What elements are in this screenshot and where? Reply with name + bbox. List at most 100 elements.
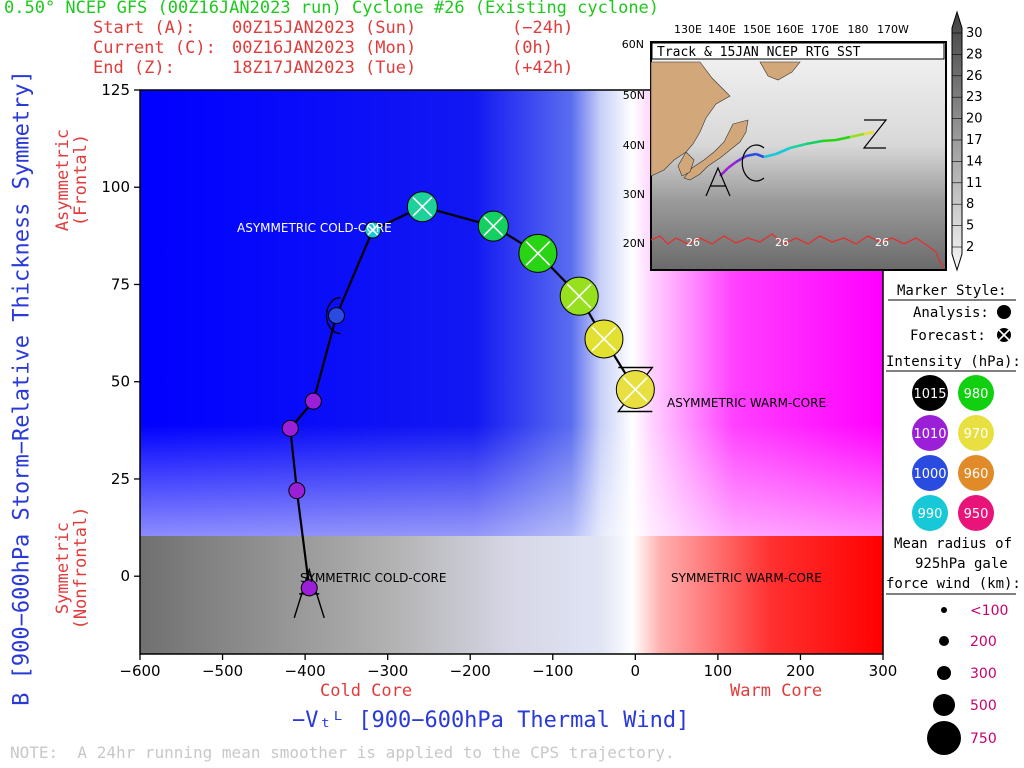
x-tick-label: 0 bbox=[631, 662, 641, 680]
intensity-swatch bbox=[912, 375, 948, 411]
x-tick-label: −200 bbox=[450, 662, 491, 680]
inset-track-segment bbox=[805, 139, 823, 146]
radius-swatch bbox=[927, 721, 961, 755]
y-tick-label: 125 bbox=[101, 81, 130, 99]
land-mass-korea bbox=[677, 151, 695, 177]
inset-lon-label: 170E bbox=[811, 23, 839, 36]
colorbar-label: 5 bbox=[966, 219, 974, 234]
end-offset: (+42h) bbox=[512, 58, 574, 78]
colorbar-label: 26 bbox=[966, 69, 983, 84]
inset-track-segment bbox=[835, 135, 851, 142]
x-tick-label: −600 bbox=[119, 662, 160, 680]
x-tick-label: −300 bbox=[367, 662, 408, 680]
y-axis-label: B [900−600hPa Storm−Relative Thickness S… bbox=[9, 70, 35, 706]
start-label: Start (A): bbox=[93, 18, 196, 38]
legend-radius-title-1: Mean radius of bbox=[894, 536, 1012, 552]
y-side-bottom-label: Symmetric (Nonfrontal) bbox=[53, 506, 91, 630]
inset-lon-label: 180 bbox=[848, 23, 869, 36]
radius-swatch bbox=[941, 607, 947, 613]
start-offset: (−24h) bbox=[512, 18, 574, 38]
radius-label: 200 bbox=[970, 634, 997, 650]
track-point bbox=[300, 579, 318, 597]
start-time: 00Z15JAN2023 (Sun) bbox=[232, 18, 417, 38]
x-side-right-label: Warm Core bbox=[730, 681, 823, 701]
legend-intensity-title: Intensity (hPa): bbox=[886, 354, 1021, 370]
intensity-value: 1000 bbox=[913, 467, 946, 482]
inset-lon-label: 160E bbox=[776, 23, 804, 36]
end-time: 18Z17JAN2023 (Tue) bbox=[232, 58, 417, 78]
y-side-top-label: Asymmetric (Frontal) bbox=[53, 128, 91, 232]
current-time: 00Z16JAN2023 (Mon) bbox=[232, 38, 417, 58]
x-axis-label: −Vₜᴸ [900−600hPa Thermal Wind] bbox=[292, 708, 690, 733]
x-tick-label: −400 bbox=[285, 662, 326, 680]
quadrant-sym-cold: SYMMETRIC COLD-CORE bbox=[300, 571, 446, 585]
land-mass-asia bbox=[650, 61, 731, 177]
inset-marker-z bbox=[862, 119, 888, 149]
intensity-value: 1010 bbox=[913, 427, 946, 442]
chart-title: 0.50° NCEP GFS (00Z16JAN2023 run) Cyclon… bbox=[4, 0, 660, 18]
x-tick-label: 300 bbox=[869, 662, 898, 680]
inset-track-segment bbox=[789, 142, 807, 150]
land-mass-japan bbox=[683, 119, 749, 181]
colorbar-label: 17 bbox=[966, 133, 983, 148]
colorbar-label: 14 bbox=[966, 154, 983, 169]
radius-swatch bbox=[939, 636, 949, 646]
intensity-swatch bbox=[958, 455, 994, 491]
smoother-note: NOTE: A 24hr running mean smoother is ap… bbox=[10, 743, 675, 762]
intensity-value: 950 bbox=[964, 507, 989, 522]
intensity-value: 960 bbox=[964, 467, 989, 482]
quadrant-asym-warm: ASYMMETRIC WARM-CORE bbox=[667, 396, 826, 410]
inset-lat-label: 30N bbox=[623, 188, 645, 201]
x-tick-label: 200 bbox=[786, 662, 815, 680]
inset-lat-label: 50N bbox=[623, 89, 645, 102]
colorbar-label: 11 bbox=[966, 176, 983, 191]
intensity-swatch bbox=[912, 415, 948, 451]
track-point bbox=[288, 482, 306, 500]
inset-lat-label: 60N bbox=[622, 38, 644, 51]
inset-track-segment bbox=[849, 132, 865, 139]
legend-radius-title-3: force wind (km): bbox=[886, 576, 1021, 592]
legend: Marker Style: Analysis: Forecast: Intensity… bbox=[886, 283, 1021, 755]
intensity-swatch bbox=[912, 455, 948, 491]
inset-title: Track & 15JAN NCEP RTG SST bbox=[657, 45, 861, 60]
radius-label: <100 bbox=[970, 603, 1008, 619]
inset-track-segment bbox=[763, 152, 777, 159]
forecast-cross bbox=[622, 377, 648, 402]
intensity-swatch bbox=[958, 375, 994, 411]
inset-marker-a bbox=[705, 166, 731, 197]
colorbar-label: 23 bbox=[966, 90, 983, 105]
colorbar-label: 8 bbox=[966, 197, 974, 212]
legend-forecast-label: Forecast: bbox=[910, 328, 986, 344]
sst-contour-label: 26 bbox=[875, 236, 889, 249]
intensity-value: 990 bbox=[918, 507, 943, 522]
intensity-value: 1015 bbox=[913, 387, 946, 402]
inset-lon-label: 150E bbox=[743, 23, 771, 36]
intensity-swatch bbox=[958, 415, 994, 451]
track-point bbox=[327, 307, 345, 325]
inset-track-segment bbox=[863, 130, 875, 136]
sst-26-contour bbox=[650, 233, 945, 269]
radius-swatch bbox=[933, 694, 955, 716]
legend-radius-title-2: 925hPa gale bbox=[915, 556, 1008, 572]
colorbar-label: 2 bbox=[966, 240, 974, 255]
legend-analysis-marker bbox=[997, 305, 1011, 319]
inset-track-segment bbox=[775, 146, 791, 156]
quadrant-sym-warm: SYMMETRIC WARM-CORE bbox=[671, 571, 822, 585]
inset-track-segment bbox=[745, 152, 757, 158]
inset-lon-label: 170W bbox=[877, 23, 909, 36]
legend-analysis-label: Analysis: bbox=[913, 305, 989, 321]
colorbar-label: 28 bbox=[966, 47, 983, 62]
inset-marker-c bbox=[741, 144, 765, 182]
intensity-swatch bbox=[912, 495, 948, 531]
end-label: End (Z): bbox=[93, 58, 175, 78]
radius-label: 300 bbox=[970, 666, 997, 682]
y-tick-label: 50 bbox=[111, 373, 130, 391]
legend-marker-style-title: Marker Style: bbox=[897, 283, 1007, 299]
intensity-swatch bbox=[958, 495, 994, 531]
y-tick-label: 100 bbox=[101, 178, 130, 196]
x-tick-label: −500 bbox=[202, 662, 243, 680]
inset-map: Track & 15JAN NCEP RTG SST 130E 140E 150E 1… bbox=[622, 23, 947, 271]
x-tick-label: −100 bbox=[532, 662, 573, 680]
current-label: Current (C): bbox=[93, 38, 216, 58]
